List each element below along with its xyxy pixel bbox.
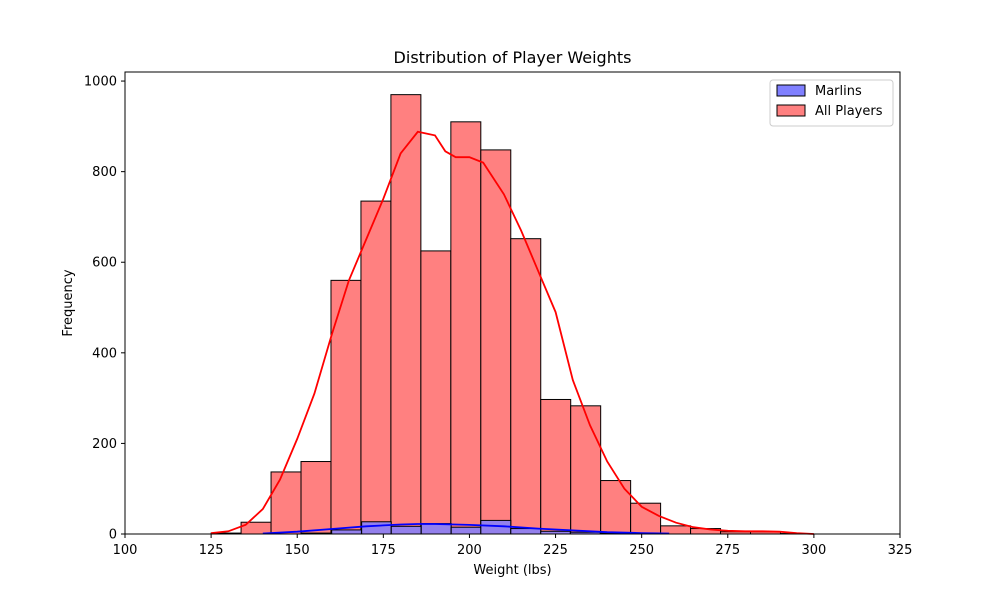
marlins-bar	[450, 526, 482, 535]
all-players-bar	[270, 471, 302, 535]
y-tick-label: 600	[92, 256, 117, 271]
legend-label-all-players: All Players	[815, 104, 883, 119]
all-players-bar	[300, 461, 332, 535]
y-tick-label: 200	[92, 437, 117, 452]
all-players-bar	[570, 405, 602, 535]
all-players-bar	[390, 94, 422, 535]
y-axis-label: Frequency	[61, 269, 76, 336]
x-axis-label: Weight (lbs)	[473, 563, 551, 578]
x-tick-label: 200	[457, 543, 482, 558]
x-tick-label: 300	[801, 543, 826, 558]
chart-title: Distribution of Player Weights	[394, 48, 632, 67]
x-tick-label: 225	[543, 543, 568, 558]
x-tick-label: 175	[371, 543, 396, 558]
all-players-bar	[540, 398, 572, 535]
all-players-kde-line	[211, 130, 814, 535]
x-tick-label: 150	[285, 543, 310, 558]
marlins-kde-line	[262, 523, 670, 535]
legend-swatch-all-players	[776, 104, 806, 117]
plot-frame	[124, 71, 901, 535]
legend-label-marlins: Marlins	[815, 84, 862, 99]
marlins-bar	[331, 529, 363, 535]
legend: Marlins All Players	[769, 79, 894, 127]
all-players-bar	[420, 250, 452, 535]
marlins-bar	[510, 528, 542, 535]
marlins-bar	[390, 525, 422, 535]
x-tick-label: 250	[629, 543, 654, 558]
all-players-bar	[600, 480, 632, 535]
y-tick-label: 1000	[84, 75, 117, 90]
all-players-bar	[480, 149, 512, 535]
legend-swatch-marlins	[776, 84, 806, 97]
x-tick-label: 100	[113, 543, 138, 558]
x-tick-label: 325	[888, 543, 913, 558]
all-players-bar	[510, 238, 542, 535]
marlins-bar	[361, 521, 392, 535]
x-tick-label: 275	[715, 543, 740, 558]
all-players-bar	[360, 200, 392, 535]
all-players-bar	[630, 502, 662, 535]
y-axis: 0 200 400 600 800 1000	[84, 75, 125, 543]
x-tick-label: 125	[199, 543, 224, 558]
y-tick-label: 0	[109, 528, 117, 543]
kde-curves	[211, 130, 814, 535]
x-axis: 100 125 150 175 200 225 250 275 300 325	[113, 534, 913, 558]
y-tick-label: 400	[92, 346, 117, 361]
all-players-bar	[450, 121, 482, 535]
plot-area	[210, 94, 811, 535]
all-players-bar	[330, 279, 362, 535]
y-tick-label: 800	[92, 165, 117, 180]
